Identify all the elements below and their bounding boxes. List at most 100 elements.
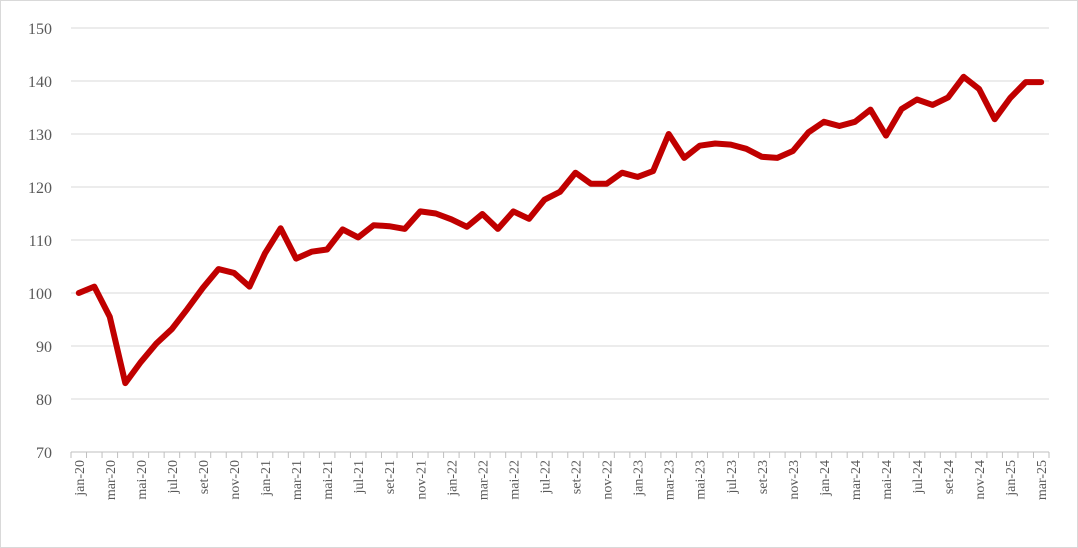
data-point	[914, 97, 920, 103]
x-tick-label: mar-22	[476, 460, 491, 500]
x-tick-label: jul-22	[538, 460, 553, 494]
x-tick-label: mai-24	[880, 460, 895, 500]
x-tick-label: mar-20	[104, 460, 119, 500]
gridlines	[71, 27, 1049, 400]
data-point	[790, 148, 796, 154]
data-point	[728, 142, 734, 148]
data-point	[821, 119, 827, 125]
x-tick-label: nov-20	[228, 460, 243, 500]
data-point	[231, 270, 237, 276]
data-point	[681, 155, 687, 161]
x-tick-label: jan-24	[818, 460, 833, 497]
data-point	[976, 86, 982, 92]
data-point	[386, 223, 392, 229]
x-tick-label: mai-21	[321, 460, 336, 500]
x-tick-label: mai-23	[694, 460, 709, 500]
data-point	[541, 197, 547, 203]
x-tick-label: jan-25	[1004, 460, 1019, 497]
y-tick-label: 100	[28, 286, 52, 303]
data-point	[992, 116, 998, 122]
data-point	[774, 155, 780, 161]
x-tick-label: jan-22	[445, 460, 460, 497]
series-group	[75, 73, 1045, 387]
data-point	[138, 359, 144, 365]
data-point	[464, 224, 470, 230]
data-point	[340, 226, 346, 232]
data-point	[805, 129, 811, 135]
x-tick-label: jul-21	[352, 460, 367, 494]
data-point	[945, 94, 951, 100]
x-tick-label: set-20	[197, 460, 212, 494]
data-point	[417, 208, 423, 214]
data-point	[215, 266, 221, 272]
data-point	[899, 106, 905, 112]
x-tick-label: set-22	[570, 460, 585, 494]
data-point	[262, 250, 268, 256]
data-point	[355, 234, 361, 240]
y-tick-label: 140	[28, 74, 52, 91]
data-point	[495, 226, 501, 232]
x-tick-label: set-23	[756, 460, 771, 494]
x-tick-label: mar-23	[663, 460, 678, 500]
data-point	[759, 154, 765, 160]
data-point	[712, 141, 718, 147]
data-point	[169, 326, 175, 332]
data-point	[479, 211, 485, 217]
data-point	[247, 284, 253, 290]
data-point	[573, 170, 579, 176]
data-point	[836, 123, 842, 129]
x-tick-label: nov-23	[787, 460, 802, 500]
data-point	[743, 146, 749, 152]
data-point	[200, 285, 206, 291]
data-point	[650, 168, 656, 174]
y-tick-label: 70	[36, 445, 52, 462]
x-tick-label: set-24	[942, 460, 957, 494]
data-point	[371, 222, 377, 228]
y-tick-label: 80	[36, 392, 52, 409]
data-point	[1023, 79, 1029, 85]
data-point	[91, 284, 97, 290]
y-tick-label: 150	[28, 21, 52, 38]
data-point	[1007, 95, 1013, 101]
y-tick-label: 130	[28, 127, 52, 144]
data-point	[1038, 79, 1044, 85]
data-point	[107, 314, 113, 320]
x-tick-label: nov-21	[414, 460, 429, 500]
data-point	[433, 211, 439, 216]
x-tick-label: nov-24	[973, 460, 988, 500]
data-point	[930, 102, 936, 108]
data-point	[961, 74, 967, 80]
data-point	[324, 247, 330, 253]
data-point	[619, 170, 625, 176]
data-point	[604, 181, 610, 187]
data-point	[635, 174, 641, 180]
y-tick-label: 120	[28, 180, 52, 197]
data-point	[666, 131, 672, 137]
x-tick-label: mar-25	[1035, 460, 1050, 500]
data-point	[852, 119, 858, 125]
data-point	[122, 380, 128, 386]
x-tick-label: nov-22	[601, 460, 616, 500]
data-point	[402, 226, 408, 232]
data-point	[883, 133, 889, 139]
x-tick-label: jan-21	[259, 460, 274, 497]
data-point	[526, 216, 532, 222]
data-point	[293, 256, 299, 262]
data-point	[557, 189, 563, 195]
y-axis-ticks: 70 80 90 100 110 120 130 140 150	[28, 21, 52, 462]
x-tick-label: jan-23	[632, 460, 647, 497]
x-tick-label: jan-20	[73, 460, 88, 497]
x-tick-label: set-21	[383, 460, 398, 494]
series-line	[75, 73, 1045, 387]
x-tick-label: jul-20	[166, 460, 181, 494]
x-tick-label: mar-21	[290, 460, 305, 500]
x-tick-label: mar-24	[849, 460, 864, 500]
x-axis-ticks: jan-20 mar-20 mai-20 jul-20 set-20 nov-20 jan-…	[70, 452, 1050, 500]
y-tick-label: 90	[36, 339, 52, 356]
y-tick-label: 110	[29, 233, 52, 250]
x-tick-label: mai-20	[135, 460, 150, 500]
data-point	[697, 143, 703, 149]
x-tick-label: mai-22	[507, 460, 522, 500]
data-point	[510, 208, 516, 214]
